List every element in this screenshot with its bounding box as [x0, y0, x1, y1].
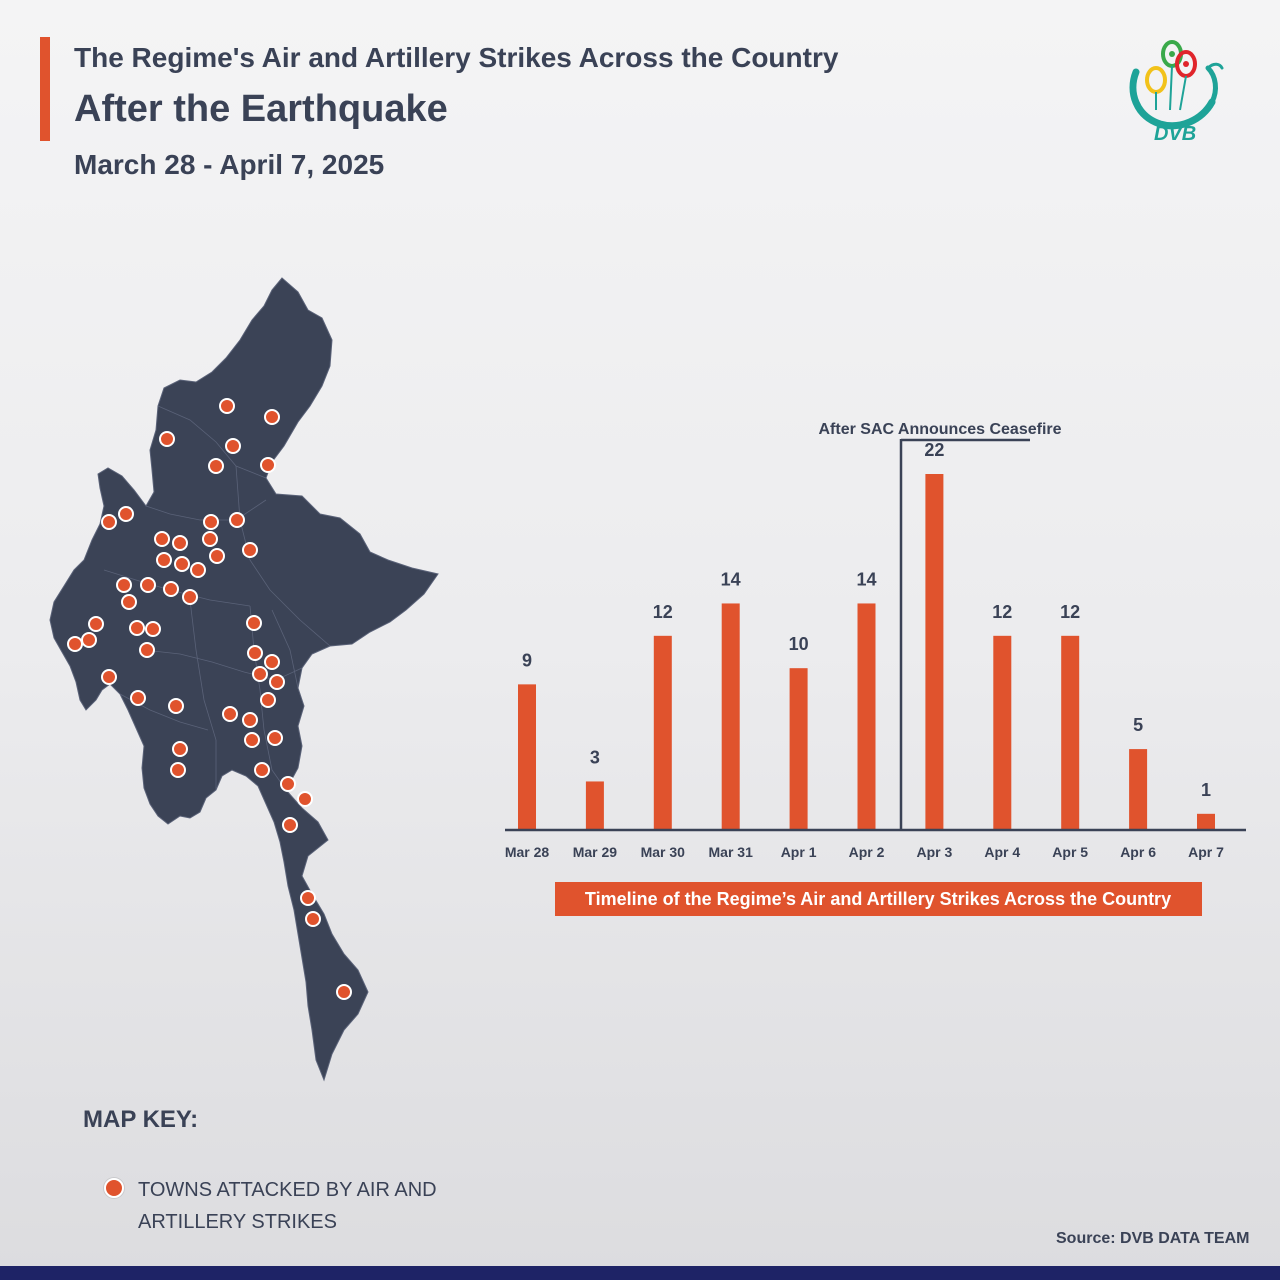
x-tick-label: Apr 2 [849, 844, 885, 860]
x-tick-label: Apr 4 [984, 844, 1020, 860]
bar-apr-5 [1061, 635, 1080, 830]
x-tick-label: Apr 3 [917, 844, 953, 860]
value-label: 3 [590, 747, 600, 767]
bar-mar-31 [721, 603, 740, 830]
bar-apr-6 [1129, 749, 1148, 830]
bar-apr-4 [993, 635, 1012, 830]
bars-group [518, 474, 1215, 830]
value-label: 1 [1201, 780, 1211, 800]
myanmar-map [49, 277, 439, 1082]
value-label: 14 [721, 569, 741, 589]
source-credit: Source: DVB DATA TEAM [1056, 1230, 1250, 1247]
bar-mar-30 [653, 635, 672, 830]
title-accent-bar [40, 37, 50, 141]
map-key-label: TOWNS ATTACKED BY AIR AND ARTILLERY STRI… [138, 1179, 437, 1233]
value-label: 14 [856, 569, 876, 589]
title-line-2: After the Earthquake [74, 88, 448, 130]
x-tick-label: Mar 31 [709, 844, 754, 860]
x-tick-label: Apr 5 [1052, 844, 1088, 860]
bar-mar-29 [585, 781, 604, 830]
chart-title-box [555, 882, 1202, 916]
map-key-marker-icon [104, 1178, 124, 1198]
map-key-title: MAP KEY: [83, 1106, 199, 1133]
logo-text: DVB [1154, 123, 1196, 144]
x-tick-label: Mar 28 [505, 844, 550, 860]
footer-stripe [0, 1266, 1280, 1280]
title-line-1: The Regime's Air and Artillery Strikes A… [74, 42, 839, 73]
value-label: 22 [924, 440, 944, 460]
value-labels-group: 9 3 12 14 10 14 22 12 12 5 1 [522, 440, 1211, 800]
value-label: 10 [789, 634, 809, 654]
x-tick-label: Apr 7 [1188, 844, 1224, 860]
x-tick-label: Apr 6 [1120, 844, 1156, 860]
x-tick-label: Mar 30 [641, 844, 686, 860]
value-label: 12 [1060, 602, 1080, 622]
myanmar-landmass [49, 277, 439, 1082]
value-label: 12 [992, 602, 1012, 622]
x-tick-label: Mar 29 [573, 844, 618, 860]
date-range: March 28 - April 7, 2025 [74, 149, 385, 180]
bar-apr-7 [1197, 813, 1215, 830]
dvb-logo-icon: DVB [1129, 40, 1224, 144]
x-tick-label: Apr 1 [781, 844, 817, 860]
strike-markers [67, 398, 352, 1000]
bar-apr-2 [857, 603, 876, 830]
bar-mar-28 [518, 684, 536, 830]
ceasefire-annotation: After SAC Announces Ceasefire [818, 421, 1061, 438]
value-label: 12 [653, 602, 673, 622]
bar-apr-1 [789, 668, 808, 830]
value-label: 9 [522, 650, 532, 670]
chart-title: Timeline of the Regime’s Air and Artille… [585, 889, 1171, 909]
tick-labels-group: Mar 28 Mar 29 Mar 30 Mar 31 Apr 1 Apr 2 Apr 3 A… [505, 844, 1224, 860]
value-label: 5 [1133, 715, 1143, 735]
bar-apr-3 [925, 474, 944, 830]
